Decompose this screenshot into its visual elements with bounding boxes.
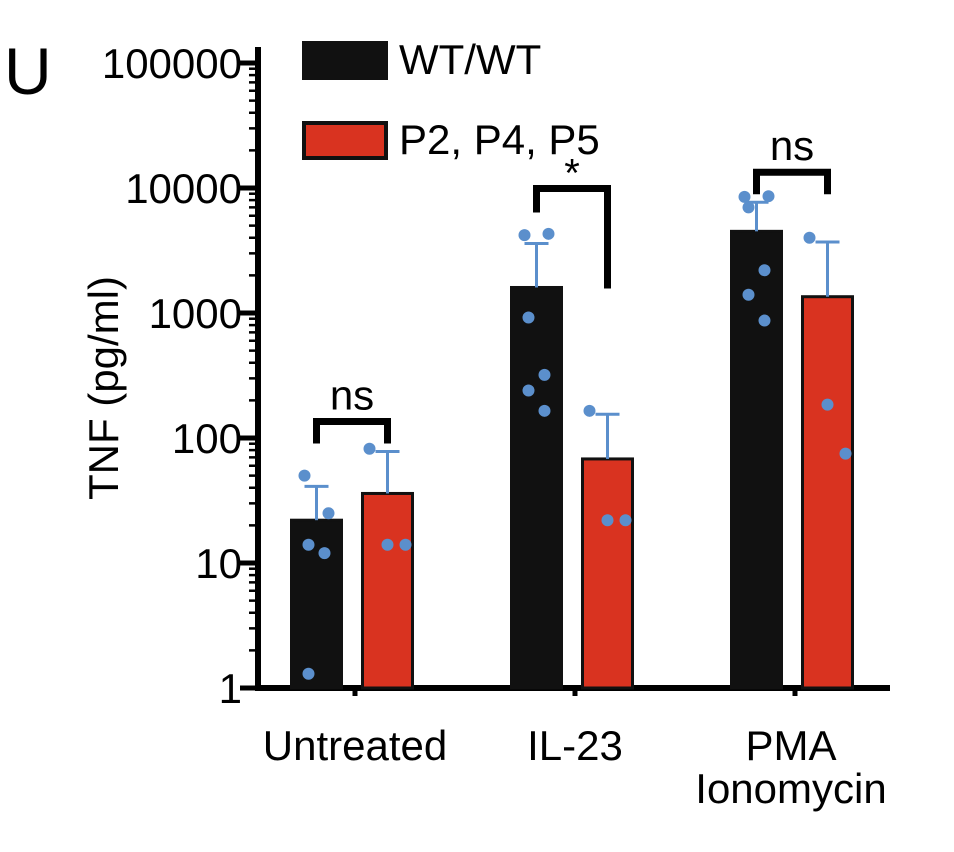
data-point — [538, 368, 551, 381]
data-point — [399, 538, 412, 551]
data-point — [542, 227, 555, 240]
bar — [290, 518, 343, 690]
data-point — [538, 404, 551, 417]
bar — [801, 295, 854, 690]
significance-bracket — [753, 168, 831, 195]
data-point — [522, 384, 535, 397]
bar — [361, 491, 414, 690]
legend-label: WT/WT — [399, 36, 541, 83]
data-point — [318, 547, 331, 560]
legend-swatch — [302, 41, 388, 80]
data-point — [518, 229, 531, 242]
data-point — [758, 314, 771, 327]
bar — [730, 229, 783, 690]
category-label: IL-23 — [527, 722, 623, 769]
category-label: Ionomycin — [695, 765, 886, 812]
y-axis-label: TNF (pg/ml) — [80, 276, 127, 500]
bars — [290, 229, 854, 690]
legend-label: P2, P4, P5 — [399, 116, 600, 163]
data-point — [302, 538, 315, 551]
data-point — [522, 311, 535, 324]
data-point — [762, 190, 775, 203]
category-label: PMA — [745, 722, 836, 769]
significance-bracket — [313, 417, 391, 444]
significance-label: ns — [770, 122, 814, 169]
data-point — [381, 538, 394, 551]
y-tick-label: 100 — [172, 415, 242, 462]
data-point — [363, 442, 376, 455]
category-label: Untreated — [263, 722, 447, 769]
panel-label: U — [4, 34, 52, 108]
y-tick-label: 10 — [195, 540, 242, 587]
error-bars — [304, 200, 840, 521]
data-point — [758, 264, 771, 277]
data-point — [742, 201, 755, 214]
y-tick-label: 1000 — [149, 290, 242, 337]
data-point — [803, 231, 816, 244]
y-tick-label: 10000 — [125, 165, 242, 212]
data-point — [302, 667, 315, 680]
data-points — [298, 190, 852, 680]
y-tick-label: 100000 — [102, 40, 242, 87]
data-point — [742, 288, 755, 301]
data-point — [601, 514, 614, 527]
significance-brackets: ns * ns — [313, 122, 831, 444]
data-point — [583, 404, 596, 417]
bar — [510, 285, 563, 690]
data-point — [619, 514, 632, 527]
data-point — [298, 469, 311, 482]
bar — [581, 457, 634, 690]
significance-bracket — [533, 184, 611, 289]
data-point — [839, 447, 852, 460]
axes: 1 10 100 1000 10000 100000 — [102, 40, 890, 712]
legend-swatch — [302, 121, 388, 160]
data-point — [322, 507, 335, 520]
significance-label: * — [564, 151, 580, 195]
data-point — [821, 398, 834, 411]
data-point — [738, 190, 751, 203]
y-tick-label: 1 — [219, 665, 242, 712]
legend: WT/WT P2, P4, P5 — [302, 36, 600, 163]
significance-label: ns — [330, 371, 374, 418]
